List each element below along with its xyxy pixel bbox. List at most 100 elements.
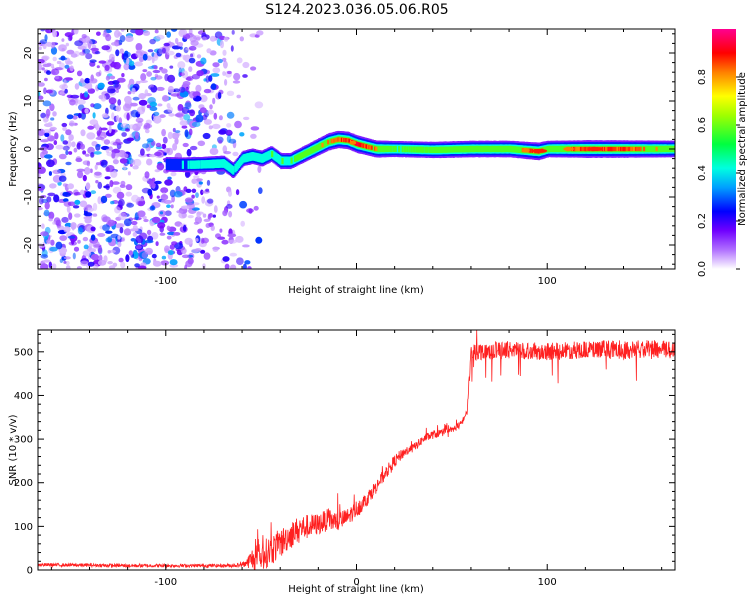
noise-blob [105,107,109,116]
noise-blob [67,183,74,190]
noise-blob [218,115,223,121]
ridge-cell [189,160,192,169]
ridge-cell [327,140,330,145]
noise-blob [160,194,169,201]
noise-blob [151,253,157,259]
noise-blob [107,250,111,254]
noise-blob [167,231,176,236]
noise-blob [151,56,155,64]
noise-blob [224,79,228,86]
ridge-cell [408,146,411,153]
ridge-cell [645,145,648,153]
noise-blob [136,106,146,115]
y-tick-label: 500 [14,347,33,358]
ridge-cell [641,145,644,153]
noise-blob [179,117,184,121]
noise-blob [62,145,70,151]
noise-blob [132,165,139,170]
noise-blob [87,261,95,267]
ridge-cell [273,151,276,161]
colorbar: 0.0 0.2 0.4 0.6 0.8 Normalized spectral ampl… [697,29,748,277]
noise-blob [128,250,133,256]
noise-blob [112,141,120,146]
noise-blob [45,89,53,94]
ridge-cell [177,159,180,171]
noise-blob [117,241,122,248]
noise-blob [101,45,111,51]
noise-blob [226,135,232,143]
noise-blob [95,143,101,151]
noise-blob [140,73,147,82]
noise-blob [149,180,156,189]
noise-blob [69,34,73,41]
noise-blob [117,235,121,240]
noise-blob [138,56,145,63]
noise-blob [227,233,237,238]
noise-blob [90,152,95,158]
noise-blob [44,34,48,42]
noise-blob [83,244,89,250]
noise-blob [84,91,89,98]
noise-blob [67,201,76,207]
ridge-cell [604,146,607,152]
noise-blob [65,265,71,269]
noise-blob [120,153,129,159]
ridge-cell [585,146,588,152]
ridge-cell [461,146,464,153]
noise-blob [164,179,173,186]
noise-blob [84,108,89,114]
noise-blob [175,112,184,118]
snr-frame [37,329,676,571]
noise-blob [86,160,91,167]
noise-blob [160,260,170,266]
noise-blob [191,178,197,184]
noise-blob [179,86,186,93]
ridge-cell [197,160,200,169]
noise-blob [72,115,78,120]
noise-blob [111,152,116,159]
noise-blob [154,180,162,185]
ridge-cell [370,145,373,150]
noise-blob [80,129,86,137]
noise-blob [100,195,108,204]
noise-blob [232,151,239,157]
noise-blob [210,225,215,232]
noise-blob [72,252,76,260]
noise-blob [105,75,110,81]
noise-blob [49,246,58,252]
noise-blob [63,198,69,203]
noise-blob [212,97,216,105]
noise-blob [234,120,242,129]
noise-blob [226,90,235,97]
noise-blob [94,164,98,170]
noise-blob [140,148,145,156]
noise-blob [212,246,219,252]
noise-blob [161,143,167,150]
ridge-cell [360,143,363,148]
noise-blob [200,237,205,244]
noise-blob [243,116,250,121]
noise-blob [85,182,91,190]
ridge-cell [559,145,562,153]
noise-blob [254,101,264,109]
noise-blob [97,196,102,205]
ridge-cell [549,145,552,153]
noise-blob [38,46,42,51]
noise-blob [55,219,62,227]
noise-blob [45,143,54,151]
noise-blob [200,249,206,254]
ridge-cell [378,145,381,153]
y-tick-label: 200 [14,478,33,489]
noise-blob [171,241,178,246]
noise-blob [131,194,140,203]
noise-blob [184,237,193,245]
noise-blob [123,228,132,236]
noise-blob [147,49,154,53]
noise-blob [125,35,134,42]
noise-blob [110,233,120,239]
noise-blob [191,194,195,199]
noise-blob [97,259,107,266]
noise-blob [121,132,127,137]
noise-blob [100,159,108,168]
noise-blob [73,29,79,35]
